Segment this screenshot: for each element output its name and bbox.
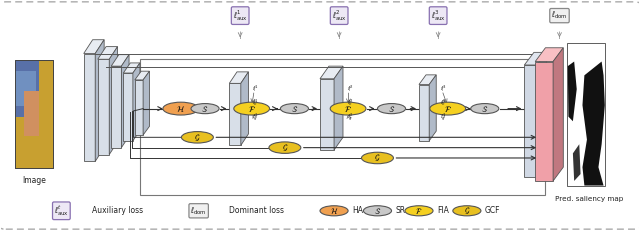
Polygon shape xyxy=(535,48,563,61)
Polygon shape xyxy=(98,47,118,59)
Circle shape xyxy=(191,103,219,114)
Text: $\ell_{\mathrm{dom}}$: $\ell_{\mathrm{dom}}$ xyxy=(190,205,207,216)
Polygon shape xyxy=(124,63,140,73)
Polygon shape xyxy=(124,73,133,141)
FancyBboxPatch shape xyxy=(15,71,36,106)
Circle shape xyxy=(430,102,466,115)
Text: $\mathcal{S}$: $\mathcal{S}$ xyxy=(291,104,298,114)
Text: $\mathcal{S}$: $\mathcal{S}$ xyxy=(374,206,381,216)
Text: $\mathcal{F}$: $\mathcal{F}$ xyxy=(248,104,255,114)
Circle shape xyxy=(378,103,406,114)
Polygon shape xyxy=(84,40,104,54)
Text: $\ell_{\mathrm{dom}}$: $\ell_{\mathrm{dom}}$ xyxy=(551,10,568,21)
Text: Auxiliary loss: Auxiliary loss xyxy=(92,206,143,215)
Circle shape xyxy=(405,206,433,216)
Polygon shape xyxy=(419,85,429,141)
Text: $\mathcal{F}$: $\mathcal{F}$ xyxy=(344,104,352,114)
Circle shape xyxy=(269,142,301,153)
Text: $\mathcal{G}$: $\mathcal{G}$ xyxy=(374,152,381,164)
Text: Image: Image xyxy=(22,176,46,185)
Text: $\mathcal{F}$: $\mathcal{F}$ xyxy=(415,206,422,216)
Text: $\mathcal{S}$: $\mathcal{S}$ xyxy=(388,104,395,114)
Circle shape xyxy=(234,102,269,115)
Circle shape xyxy=(163,102,198,115)
Polygon shape xyxy=(568,61,577,121)
Text: $\ell^t_{\mathrm{aux}}$: $\ell^t_{\mathrm{aux}}$ xyxy=(54,203,69,218)
Polygon shape xyxy=(241,72,248,145)
Polygon shape xyxy=(109,47,118,155)
Polygon shape xyxy=(229,72,248,83)
Polygon shape xyxy=(84,54,95,161)
Text: Dominant loss: Dominant loss xyxy=(229,206,284,215)
Text: $\mathcal{G}$: $\mathcal{G}$ xyxy=(194,132,200,143)
Polygon shape xyxy=(582,61,605,185)
Polygon shape xyxy=(553,48,563,181)
Polygon shape xyxy=(229,83,241,145)
Text: $\mathcal{H}$: $\mathcal{H}$ xyxy=(176,104,186,114)
Polygon shape xyxy=(573,144,580,181)
FancyBboxPatch shape xyxy=(15,60,53,168)
Polygon shape xyxy=(95,40,104,161)
Circle shape xyxy=(181,132,213,143)
Polygon shape xyxy=(535,61,553,181)
Polygon shape xyxy=(524,52,547,65)
Polygon shape xyxy=(320,79,334,150)
FancyBboxPatch shape xyxy=(566,43,605,185)
Polygon shape xyxy=(135,71,150,80)
Circle shape xyxy=(320,206,348,216)
Text: $\mathcal{S}$: $\mathcal{S}$ xyxy=(481,104,488,114)
Polygon shape xyxy=(537,52,547,177)
Polygon shape xyxy=(135,80,143,135)
Text: Pred. saliency map: Pred. saliency map xyxy=(555,196,623,202)
Text: $\mathcal{F}$: $\mathcal{F}$ xyxy=(444,104,452,114)
Polygon shape xyxy=(524,65,537,177)
Polygon shape xyxy=(334,66,343,150)
Text: $f^3_h$: $f^3_h$ xyxy=(440,97,447,108)
Circle shape xyxy=(364,206,392,216)
Circle shape xyxy=(453,206,481,216)
Text: $f^1_g$: $f^1_g$ xyxy=(252,112,259,124)
Polygon shape xyxy=(111,55,129,66)
Text: $f^1_h$: $f^1_h$ xyxy=(252,97,259,108)
Circle shape xyxy=(470,103,499,114)
Text: $\mathcal{S}$: $\mathcal{S}$ xyxy=(202,104,209,114)
Text: $f^3_l$: $f^3_l$ xyxy=(440,84,447,94)
Text: $\mathcal{G}$: $\mathcal{G}$ xyxy=(282,142,288,153)
Text: $\ell^2_{\mathrm{aux}}$: $\ell^2_{\mathrm{aux}}$ xyxy=(332,8,347,23)
Polygon shape xyxy=(111,66,122,148)
Text: GCF: GCF xyxy=(484,206,500,215)
FancyBboxPatch shape xyxy=(15,60,38,116)
Text: FIA: FIA xyxy=(437,206,449,215)
Circle shape xyxy=(280,103,308,114)
Polygon shape xyxy=(320,66,343,79)
Text: HA: HA xyxy=(352,206,363,215)
Text: $f^1_l$: $f^1_l$ xyxy=(252,84,259,94)
Circle shape xyxy=(362,152,394,164)
Polygon shape xyxy=(98,59,109,155)
Polygon shape xyxy=(419,75,436,85)
Polygon shape xyxy=(429,75,436,141)
Text: $\ell^3_{\mathrm{aux}}$: $\ell^3_{\mathrm{aux}}$ xyxy=(431,8,445,23)
Text: $\mathcal{G}$: $\mathcal{G}$ xyxy=(464,205,470,216)
Text: SR: SR xyxy=(396,206,406,215)
Circle shape xyxy=(330,102,366,115)
Text: $\mathcal{H}$: $\mathcal{H}$ xyxy=(330,206,339,216)
Text: $f^2_h$: $f^2_h$ xyxy=(347,97,353,108)
Text: $f^2_g$: $f^2_g$ xyxy=(347,112,353,124)
Polygon shape xyxy=(143,71,150,135)
Text: $f^2_l$: $f^2_l$ xyxy=(347,84,353,94)
Polygon shape xyxy=(133,63,140,141)
FancyBboxPatch shape xyxy=(24,91,39,136)
Polygon shape xyxy=(122,55,129,148)
Text: $\ell^1_{\mathrm{aux}}$: $\ell^1_{\mathrm{aux}}$ xyxy=(233,8,248,23)
Text: $f^3_g$: $f^3_g$ xyxy=(440,112,447,124)
